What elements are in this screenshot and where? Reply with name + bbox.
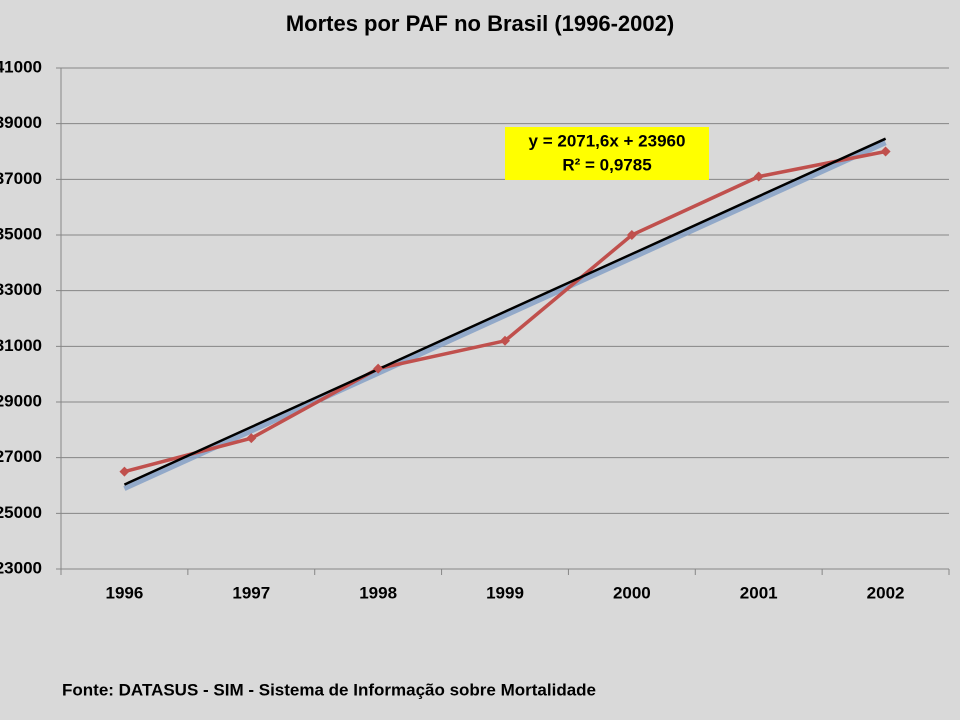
data-marker	[880, 146, 891, 157]
y-tick-label: 25000	[0, 503, 42, 522]
annotation-box	[505, 127, 709, 180]
x-tick-label: 1998	[359, 583, 397, 602]
source-note: Fonte: DATASUS - SIM - Sistema de Inform…	[62, 680, 596, 699]
y-tick-label: 39000	[0, 113, 42, 132]
chart-title: Mortes por PAF no Brasil (1996-2002)	[286, 11, 674, 36]
trend-shadow	[123, 140, 887, 491]
trend-line	[123, 137, 887, 486]
data-marker	[626, 230, 637, 240]
data-marker	[500, 335, 510, 346]
data-marker	[119, 466, 130, 477]
x-tick-label: 2000	[613, 583, 651, 602]
y-tick-label: 29000	[0, 391, 42, 410]
x-tick-label: 1997	[232, 583, 270, 602]
trend-equation: R² = 0,9785	[562, 155, 651, 174]
y-tick-label: 35000	[0, 224, 42, 243]
x-tick-label: 1996	[106, 583, 144, 602]
y-tick-label: 23000	[0, 558, 42, 577]
x-tick-label: 2001	[740, 583, 778, 602]
x-tick-label: 1999	[486, 583, 524, 602]
y-tick-label: 37000	[0, 169, 42, 188]
data-marker	[373, 363, 384, 374]
data-marker	[246, 433, 257, 444]
x-tick-label: 2002	[867, 583, 905, 602]
trend-equation: y = 2071,6x + 23960	[529, 131, 686, 150]
data-marker	[753, 171, 764, 182]
y-tick-label: 31000	[0, 336, 42, 355]
y-tick-label: 33000	[0, 280, 42, 299]
y-tick-label: 27000	[0, 447, 42, 466]
y-tick-label: 41000	[0, 57, 42, 76]
